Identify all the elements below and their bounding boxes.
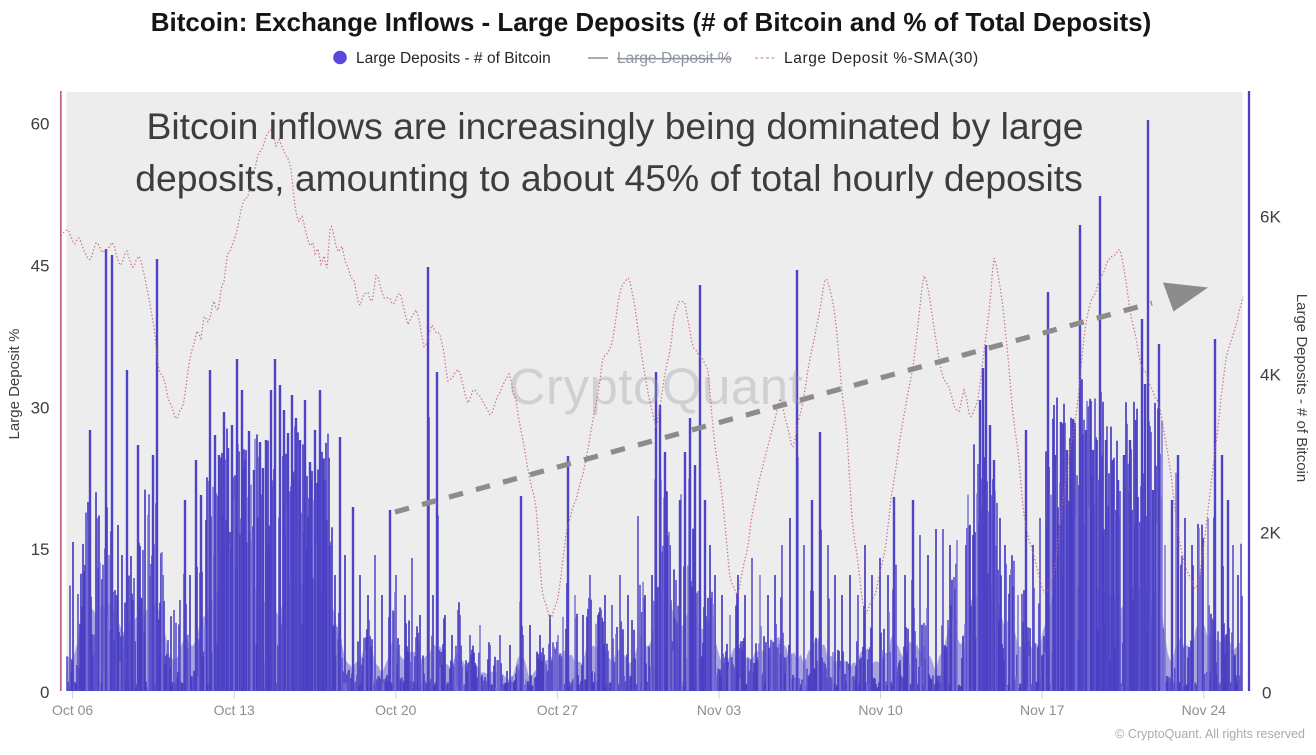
svg-text:15: 15: [31, 540, 50, 559]
svg-text:Bitcoin inflows are increasing: Bitcoin inflows are increasingly being d…: [146, 105, 1083, 147]
svg-text:Large Deposits - # of Bitcoin: Large Deposits - # of Bitcoin: [356, 50, 551, 67]
svg-text:Oct 20: Oct 20: [375, 702, 416, 718]
svg-text:Nov 03: Nov 03: [697, 702, 742, 718]
svg-text:Large Deposit %: Large Deposit %: [617, 50, 732, 67]
svg-text:deposits, amounting to about 4: deposits, amounting to about 45% of tota…: [135, 157, 1083, 199]
svg-text:© CryptoQuant. All rights rese: © CryptoQuant. All rights reserved: [1115, 727, 1305, 741]
svg-text:Oct 06: Oct 06: [52, 702, 93, 718]
svg-text:60: 60: [31, 115, 50, 134]
svg-text:CryptoQuant: CryptoQuant: [509, 358, 804, 415]
svg-text:Nov 10: Nov 10: [858, 702, 903, 718]
svg-text:Bitcoin: Exchange Inflows - La: Bitcoin: Exchange Inflows - Large Deposi…: [151, 7, 1152, 37]
svg-text:0: 0: [1262, 684, 1271, 703]
svg-text:Large Deposit %: Large Deposit %: [6, 329, 23, 440]
svg-text:Oct 13: Oct 13: [214, 702, 255, 718]
svg-text:2K: 2K: [1260, 524, 1281, 543]
svg-text:0: 0: [40, 683, 49, 702]
svg-text:Nov 17: Nov 17: [1020, 702, 1065, 718]
svg-text:6K: 6K: [1260, 208, 1281, 227]
svg-text:4K: 4K: [1260, 366, 1281, 385]
svg-text:Nov 24: Nov 24: [1182, 702, 1227, 718]
svg-text:Large Deposit %-SMA(30): Large Deposit %-SMA(30): [784, 50, 979, 67]
svg-text:Oct 27: Oct 27: [537, 702, 578, 718]
svg-text:Large Deposits - # of Bitcoin: Large Deposits - # of Bitcoin: [1293, 294, 1310, 482]
svg-text:45: 45: [31, 257, 50, 276]
svg-text:30: 30: [31, 399, 50, 418]
